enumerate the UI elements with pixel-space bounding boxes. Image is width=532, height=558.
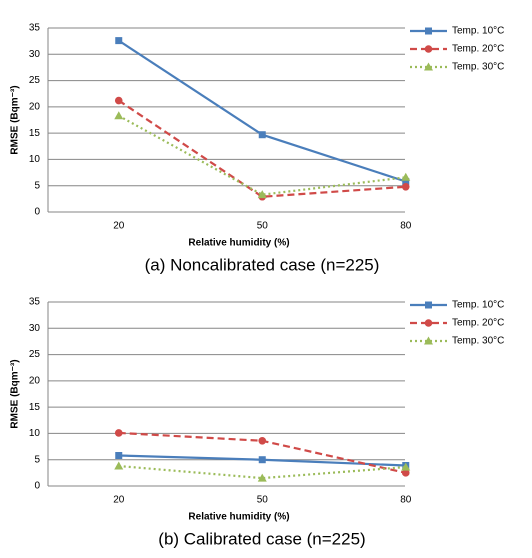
x-tick-label: 50	[257, 495, 269, 506]
marker	[257, 190, 267, 199]
marker	[425, 301, 432, 309]
x-axis-title: Relative humidity (%)	[188, 512, 289, 523]
y-tick-label: 30	[29, 49, 41, 60]
x-tick-label: 20	[113, 221, 125, 232]
y-tick-label: 0	[34, 207, 40, 218]
marker	[258, 456, 266, 464]
legend-label: Temp. 10°C	[452, 26, 504, 37]
marker	[425, 27, 432, 35]
y-tick-label: 15	[29, 402, 41, 413]
marker	[258, 131, 266, 139]
x-axis-title: Relative humidity (%)	[188, 238, 289, 249]
series-line	[118, 114, 406, 196]
y-tick-label: 35	[29, 23, 41, 34]
y-tick-label: 5	[34, 454, 40, 465]
y-tick-label: 5	[34, 180, 40, 191]
marker	[114, 96, 123, 105]
marker	[115, 37, 123, 45]
y-tick-label: 0	[34, 481, 40, 492]
x-tick-label: 80	[400, 221, 412, 232]
legend-label: Temp. 30°C	[452, 62, 504, 73]
y-tick-label: 30	[29, 323, 41, 334]
y-axis-title: RMSE (Bqm⁻³)	[10, 85, 21, 154]
x-tick-label: 80	[400, 495, 412, 506]
series-line	[118, 39, 407, 183]
marker	[401, 469, 410, 477]
x-tick-label: 50	[257, 221, 269, 232]
y-tick-label: 20	[29, 375, 41, 386]
y-tick-label: 25	[29, 349, 41, 360]
marker	[257, 473, 267, 482]
marker	[424, 62, 433, 71]
legend-label: Temp. 20°C	[452, 318, 504, 329]
marker	[402, 178, 410, 186]
marker	[114, 111, 124, 120]
legend-label: Temp. 20°C	[452, 44, 504, 55]
marker	[424, 336, 433, 345]
y-tick-label: 25	[29, 75, 41, 86]
marker	[424, 45, 433, 53]
marker	[424, 319, 433, 327]
marker	[401, 462, 411, 471]
caption: (a) Noncalibrated case (n=225)	[145, 255, 380, 274]
marker	[401, 182, 410, 191]
marker	[258, 436, 267, 445]
caption: (b) Calibrated case (n=225)	[158, 529, 365, 548]
marker	[114, 429, 123, 437]
y-tick-label: 10	[29, 154, 41, 165]
series-line	[118, 99, 406, 198]
marker	[401, 172, 411, 181]
y-tick-label: 10	[29, 428, 41, 439]
marker	[114, 461, 124, 470]
legend-label: Temp. 30°C	[452, 336, 504, 347]
y-tick-label: 35	[29, 297, 41, 308]
y-tick-label: 20	[29, 101, 41, 112]
x-tick-label: 20	[113, 495, 125, 506]
marker	[115, 452, 123, 460]
y-axis-title: RMSE (Bqm⁻³)	[10, 359, 21, 428]
y-tick-label: 15	[29, 128, 41, 139]
legend-label: Temp. 10°C	[452, 300, 504, 311]
